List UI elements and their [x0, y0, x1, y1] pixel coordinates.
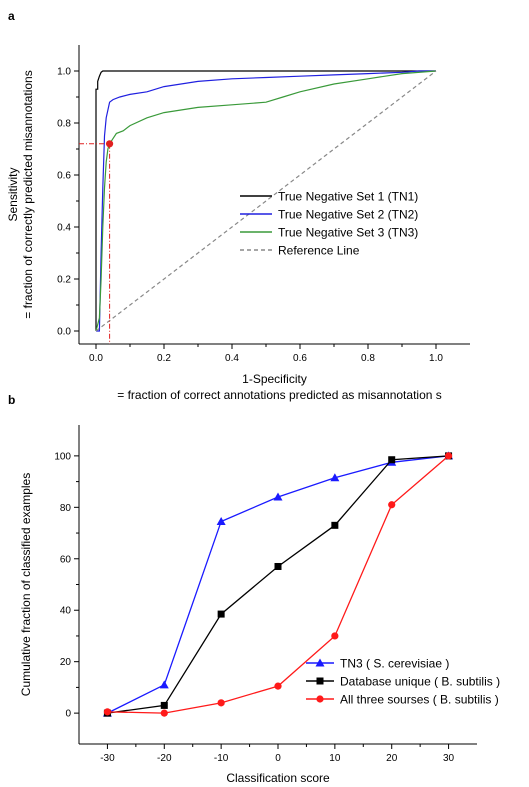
legend-label-4: Reference Line	[278, 244, 360, 258]
x-tick-label: 0.4	[225, 353, 239, 364]
x-axis-label: 1-Specificity	[242, 372, 307, 386]
data-point-circle	[388, 501, 396, 509]
x-tick-label: 20	[386, 753, 398, 764]
panel-a: a 0.0 0.2 0.4 0.6 0.8 1.0 0.0 0.2 0.4 0.6 0.8 1.0 1-S…	[6, 9, 470, 402]
y-tick-label: 0.2	[57, 275, 71, 286]
series-line-2	[96, 70, 436, 332]
y-tick-label: 80	[60, 503, 72, 514]
legend-label-1: True Negative Set 1 (TN1)	[278, 190, 418, 204]
x-tick-label: 1.0	[429, 353, 443, 364]
panel-letter: a	[8, 9, 15, 23]
legend-marker-square	[316, 677, 324, 685]
marker-point	[106, 140, 114, 148]
y-tick-label: 100	[54, 451, 71, 462]
y-tick-label: 40	[60, 606, 72, 617]
data-point-triangle	[216, 516, 226, 525]
y-axis-label-secondary: = fraction of correctly predicted misann…	[21, 70, 35, 318]
series-line-1	[95, 70, 436, 331]
data-point-triangle	[273, 492, 283, 501]
data-point-circle	[331, 632, 339, 640]
data-point-circle	[103, 708, 112, 716]
y-tick-label: 1.0	[57, 67, 71, 78]
legend-label-1: TN3 ( S. cerevisiae )	[340, 657, 449, 671]
y-tick-label: 0.8	[57, 119, 71, 130]
x-tick-label: 0.0	[89, 353, 103, 364]
y-tick-label: 20	[60, 657, 72, 668]
series-line-3	[95, 70, 437, 332]
data-point-circle	[274, 682, 282, 690]
y-tick-label: 0.0	[57, 327, 71, 338]
data-point-triangle	[330, 473, 340, 482]
x-tick-label: -20	[157, 753, 172, 764]
x-tick-label: -10	[214, 753, 229, 764]
x-tick-label: 0.2	[157, 353, 171, 364]
data-point-circle	[160, 709, 168, 717]
y-tick-label: 0.6	[57, 171, 71, 182]
x-tick-label: 30	[443, 753, 455, 764]
y-axis-label: Cumulative fraction of classified exampl…	[19, 473, 33, 696]
y-tick-label: 0	[65, 709, 71, 720]
legend-label-2: Database unique ( B. subtilis )	[340, 675, 500, 689]
legend-label-3: True Negative Set 3 (TN3)	[278, 226, 418, 240]
x-tick-label: 0	[275, 753, 281, 764]
legend-marker-circle	[316, 695, 324, 703]
x-tick-label: 10	[329, 753, 341, 764]
x-tick-label: -30	[100, 753, 115, 764]
panel-b: b -30 -20 -10 0 10 20 30 0 20 40 60 80 100 Classificat…	[8, 393, 500, 785]
data-point-square	[331, 521, 339, 529]
data-point-circle	[444, 452, 453, 460]
x-axis-label-secondary: = fraction of correct annotations predic…	[117, 388, 442, 402]
y-tick-label: 60	[60, 554, 72, 565]
data-point-square	[274, 562, 282, 570]
series-line-4	[95, 70, 437, 332]
y-axis-label: Sensitivity	[6, 167, 20, 221]
data-point-square	[388, 456, 396, 464]
data-point-square	[217, 610, 225, 618]
x-tick-label: 0.8	[361, 353, 375, 364]
data-point-square	[160, 701, 168, 709]
legend-label-2: True Negative Set 2 (TN2)	[278, 208, 418, 222]
legend-label-3: All three sourses ( B. subtilis )	[340, 693, 499, 707]
data-point-triangle	[159, 680, 169, 689]
x-axis-label: Classification score	[226, 771, 330, 785]
legend-marker-triangle	[315, 658, 325, 667]
panel-letter: b	[8, 393, 15, 407]
data-point-circle	[217, 699, 225, 707]
x-tick-label: 0.6	[293, 353, 307, 364]
y-tick-label: 0.4	[57, 223, 71, 234]
